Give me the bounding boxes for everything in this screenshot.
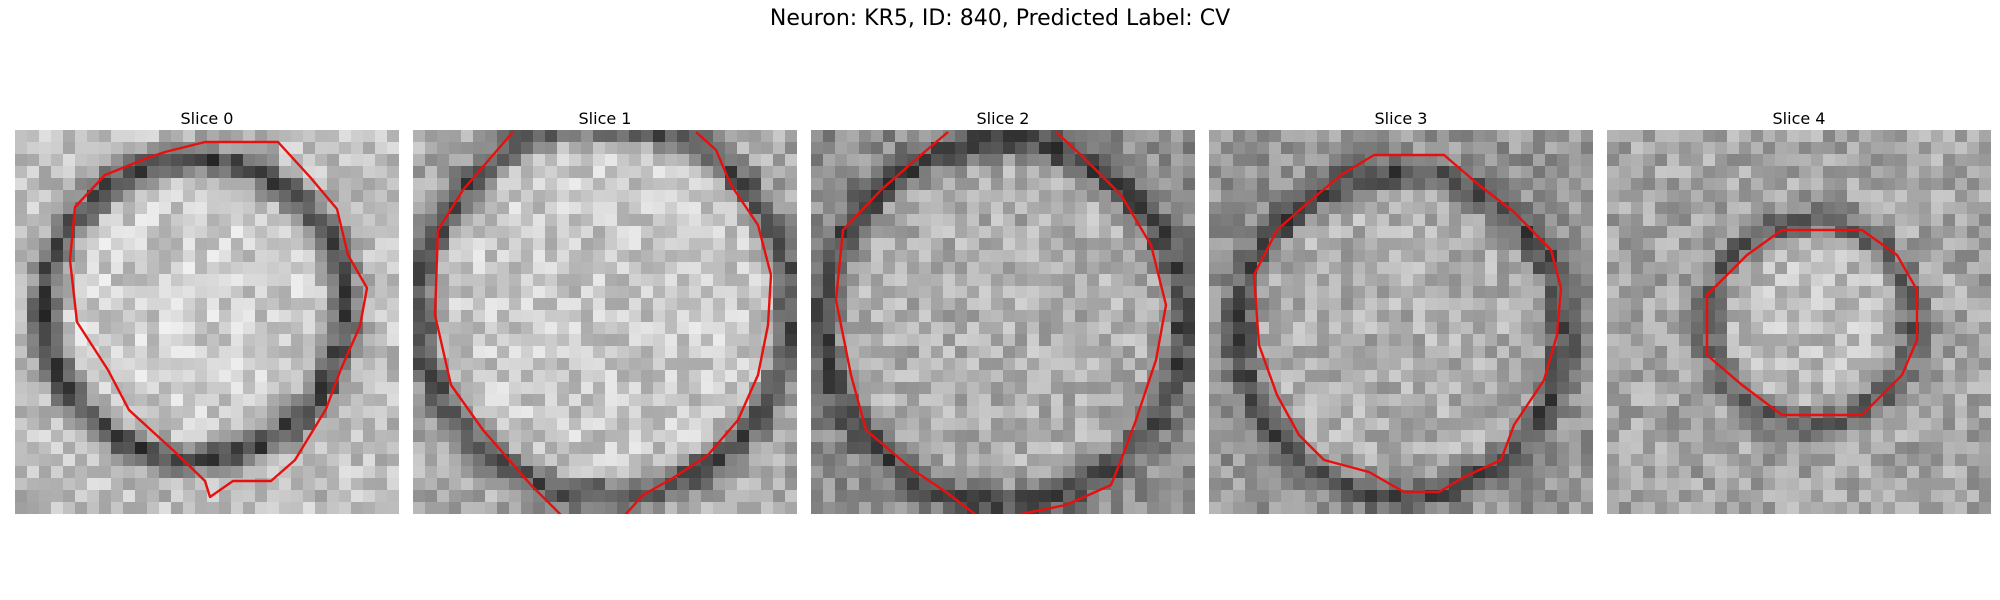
cell-contour [1252,153,1563,494]
cell-contour [433,131,562,514]
cell-contour [624,131,773,514]
slice-title: Slice 3 [1374,109,1428,128]
slice-title: Slice 4 [1772,109,1826,128]
slice-image-0 [15,130,399,514]
slice-image-4 [1607,130,1991,514]
slice-title: Slice 1 [578,109,632,128]
slice-image-3 [1209,130,1593,514]
slice-panel-4: Slice 4 [1607,108,1991,514]
cell-contour [1015,131,1168,514]
slice-panel-1: Slice 1 [413,108,797,514]
slice-title: Slice 2 [976,109,1030,128]
slice-panel-0: Slice 0 [15,108,399,514]
cell-contour [1705,228,1919,417]
slice-image-2 [811,130,1195,514]
figure-title: Neuron: KR5, ID: 840, Predicted Label: C… [769,6,1231,31]
slice-title: Slice 0 [180,109,234,128]
cell-contour [68,140,369,499]
slice-panel-2: Slice 2 [811,108,1195,514]
slice-image-1 [413,130,797,514]
cell-contour [834,131,977,514]
slice-panel-3: Slice 3 [1209,108,1593,514]
